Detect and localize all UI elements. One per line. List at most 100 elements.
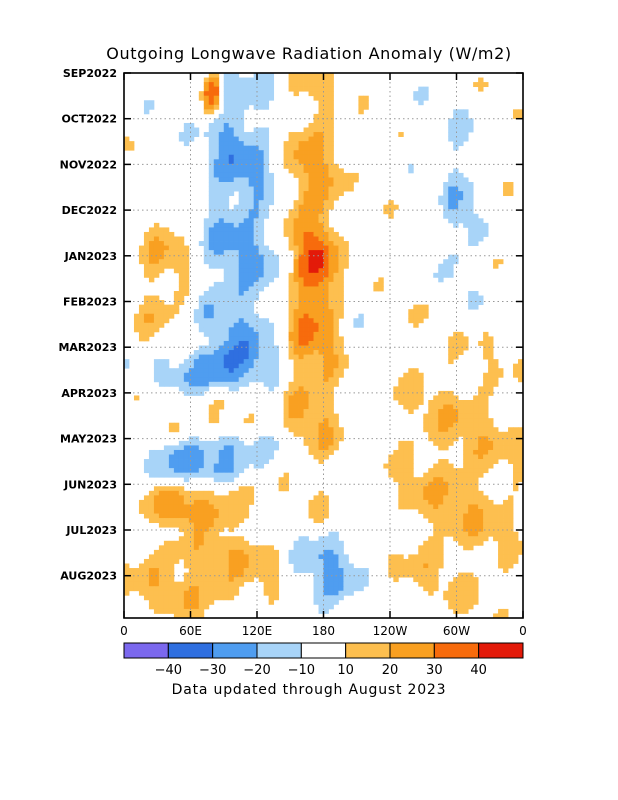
anomaly-cell bbox=[498, 372, 504, 378]
anomaly-cell bbox=[183, 272, 190, 278]
anomaly-cell bbox=[158, 227, 165, 233]
anomaly-cell bbox=[283, 227, 289, 233]
anomaly-cell bbox=[238, 377, 245, 383]
anomaly-cell bbox=[448, 209, 454, 215]
anomaly-cell bbox=[433, 504, 439, 510]
anomaly-cell bbox=[148, 463, 155, 469]
anomaly-cell bbox=[238, 486, 245, 492]
anomaly-cell bbox=[223, 218, 230, 224]
anomaly-cell bbox=[248, 200, 255, 206]
anomaly-cell bbox=[148, 586, 155, 592]
anomaly-cell bbox=[458, 182, 464, 187]
anomaly-cell bbox=[438, 522, 444, 528]
anomaly-cell bbox=[293, 549, 299, 555]
anomaly-cell bbox=[183, 359, 190, 365]
anomaly-cell bbox=[218, 231, 225, 237]
anomaly-cell bbox=[513, 549, 519, 555]
anomaly-cell bbox=[233, 227, 240, 233]
anomaly-cell bbox=[303, 427, 309, 433]
anomaly-cell bbox=[193, 572, 200, 578]
anomaly-cell bbox=[243, 200, 250, 206]
anomaly-cell bbox=[323, 386, 329, 392]
anomaly-cell bbox=[298, 227, 304, 233]
anomaly-cell bbox=[173, 250, 180, 256]
anomaly-cell bbox=[168, 263, 175, 269]
anomaly-cell bbox=[208, 209, 215, 215]
anomaly-cell bbox=[503, 499, 509, 505]
anomaly-cell bbox=[328, 259, 334, 265]
anomaly-cell bbox=[253, 368, 260, 374]
anomaly-cell bbox=[238, 91, 245, 97]
anomaly-cell bbox=[323, 150, 329, 156]
anomaly-cell bbox=[443, 209, 449, 215]
anomaly-cell bbox=[223, 336, 230, 342]
anomaly-cell bbox=[233, 122, 240, 128]
anomaly-cell bbox=[298, 345, 304, 351]
anomaly-cell bbox=[503, 504, 509, 510]
anomaly-cell bbox=[203, 513, 210, 519]
anomaly-cell bbox=[323, 159, 329, 165]
anomaly-cell bbox=[333, 318, 339, 324]
anomaly-cell bbox=[473, 413, 479, 419]
anomaly-cell bbox=[218, 558, 225, 564]
anomaly-cell bbox=[503, 436, 509, 442]
anomaly-cell bbox=[198, 595, 205, 601]
anomaly-cell bbox=[318, 218, 324, 224]
anomaly-cell bbox=[268, 327, 275, 333]
anomaly-cell bbox=[478, 440, 484, 446]
anomaly-cell bbox=[173, 459, 180, 464]
anomaly-cell bbox=[313, 340, 319, 346]
anomaly-cell bbox=[213, 259, 220, 265]
anomaly-cell bbox=[198, 586, 205, 592]
anomaly-cell bbox=[183, 368, 190, 374]
anomaly-cell bbox=[243, 327, 250, 333]
anomaly-cell bbox=[218, 263, 225, 269]
anomaly-cell bbox=[228, 91, 235, 97]
anomaly-cell bbox=[248, 154, 255, 160]
anomaly-cell bbox=[488, 431, 494, 437]
anomaly-cell bbox=[228, 82, 235, 88]
anomaly-cell bbox=[213, 104, 220, 110]
anomaly-cell bbox=[168, 545, 175, 551]
anomaly-cell bbox=[298, 209, 304, 215]
anomaly-cell bbox=[228, 572, 235, 578]
anomaly-cell bbox=[193, 504, 200, 510]
anomaly-cell bbox=[253, 463, 260, 469]
anomaly-cell bbox=[203, 518, 210, 524]
anomaly-cell bbox=[138, 259, 145, 265]
anomaly-cell bbox=[143, 322, 150, 328]
anomaly-cell bbox=[248, 563, 255, 569]
anomaly-cell bbox=[503, 608, 509, 614]
anomaly-cell bbox=[268, 86, 275, 92]
anomaly-cell bbox=[313, 381, 319, 387]
anomaly-cell bbox=[158, 522, 165, 528]
anomaly-cell bbox=[238, 172, 245, 178]
anomaly-cell bbox=[418, 499, 424, 505]
anomaly-cell bbox=[298, 390, 304, 396]
anomaly-cell bbox=[448, 409, 454, 415]
anomaly-cell bbox=[478, 427, 484, 433]
anomaly-cell bbox=[208, 86, 215, 92]
anomaly-cell bbox=[413, 381, 419, 387]
anomaly-cell bbox=[343, 586, 349, 592]
anomaly-cell bbox=[328, 377, 334, 383]
anomaly-cell bbox=[333, 445, 339, 451]
anomaly-cell bbox=[173, 549, 180, 555]
anomaly-cell bbox=[148, 558, 155, 564]
anomaly-cell bbox=[308, 177, 314, 183]
anomaly-cell bbox=[408, 477, 414, 483]
anomaly-cell bbox=[303, 295, 309, 301]
anomaly-cell bbox=[483, 527, 489, 533]
anomaly-cell bbox=[328, 300, 334, 306]
anomaly-cell bbox=[318, 518, 324, 524]
anomaly-cell bbox=[343, 359, 349, 365]
anomaly-cell bbox=[208, 558, 215, 564]
anomaly-cell bbox=[328, 449, 334, 455]
anomaly-cell bbox=[238, 313, 245, 319]
anomaly-cell bbox=[208, 577, 215, 583]
anomaly-cell bbox=[248, 327, 255, 333]
anomaly-cell bbox=[268, 277, 275, 283]
anomaly-cell bbox=[293, 409, 299, 415]
anomaly-cell bbox=[513, 554, 519, 560]
anomaly-cell bbox=[303, 154, 309, 160]
